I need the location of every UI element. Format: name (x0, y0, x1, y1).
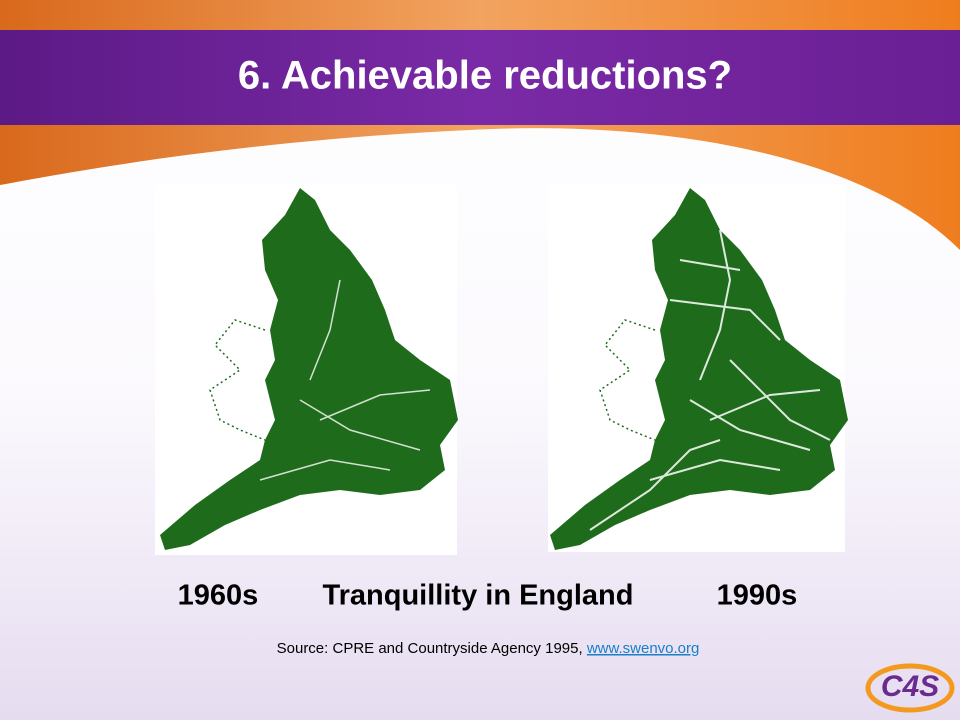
logo-text: C4S (881, 670, 939, 703)
map-1960s (159, 187, 459, 551)
map-1990s (549, 187, 849, 551)
label-center: Tranquillity in England (323, 580, 634, 612)
slide-title: 6. Achievable reductions? (238, 54, 732, 98)
source: Source: CPRE and Countryside Agency 1995… (277, 640, 700, 657)
logo: C4S (865, 663, 955, 713)
source-link[interactable]: www.swenvo.org (586, 640, 700, 657)
source-text: Source: CPRE and Countryside Agency 1995… (277, 640, 587, 657)
label-1990s: 1990s (717, 580, 798, 612)
title-band (0, 30, 960, 125)
label-1960s: 1960s (178, 580, 259, 612)
